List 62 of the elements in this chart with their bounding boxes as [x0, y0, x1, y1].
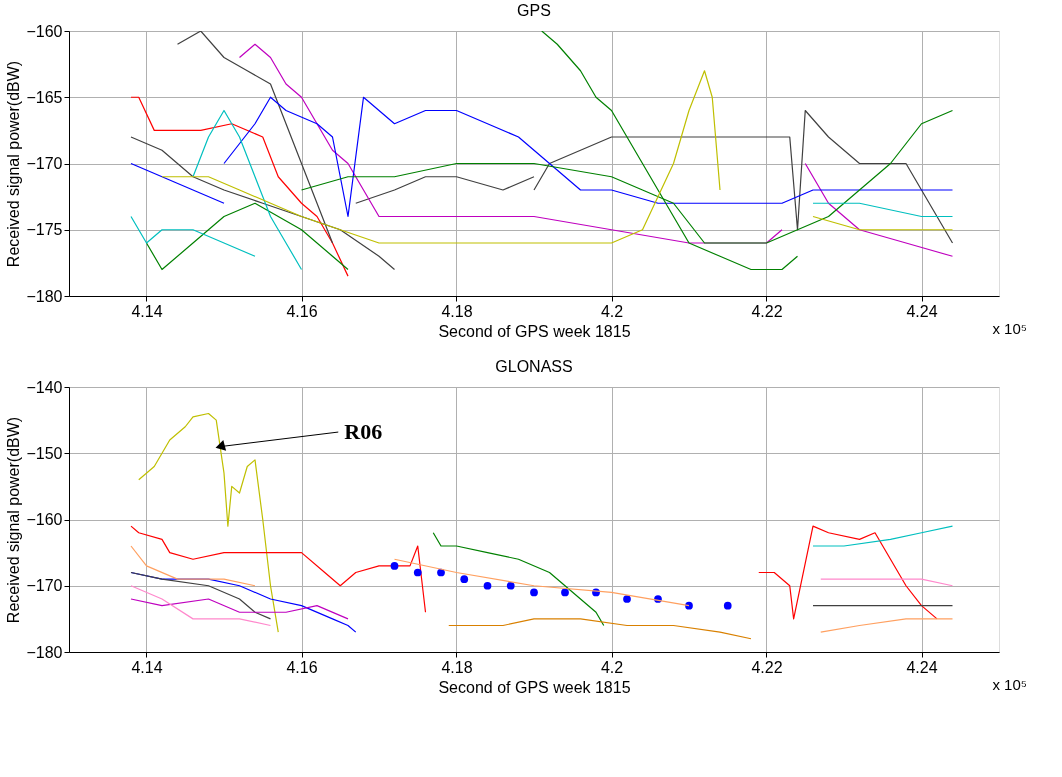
y-tick-label: −180	[26, 287, 63, 305]
point	[390, 562, 399, 570]
line-series	[130, 162, 225, 204]
line-series	[145, 202, 349, 271]
line-series	[448, 618, 752, 640]
x-tick-label: 4.14	[131, 658, 163, 676]
y-tick-label: −175	[26, 221, 63, 239]
y-tick-label: −150	[26, 444, 63, 462]
x-tick-label: 4.2	[600, 658, 624, 676]
point	[483, 581, 492, 590]
point	[723, 601, 732, 610]
x-tick-label: 4.14	[131, 302, 163, 320]
point	[530, 588, 538, 597]
y-axis-title: Received signal power(dBW)	[5, 416, 23, 624]
line-series	[130, 571, 272, 620]
y-tick-label: −140	[26, 378, 63, 396]
point	[623, 595, 631, 603]
point	[561, 588, 569, 597]
x-tick-label: 4.2	[600, 302, 624, 320]
line-series	[758, 525, 938, 620]
x-tick-label: 4.24	[906, 302, 938, 320]
point	[460, 575, 469, 583]
y-axis-title: Received signal power(dBW)	[5, 60, 23, 268]
line-series	[130, 598, 349, 620]
line-series	[176, 31, 334, 244]
text: x 10⁵	[992, 320, 1027, 337]
line-series	[223, 96, 954, 218]
line-series	[804, 162, 954, 257]
line-series	[161, 70, 721, 244]
y-tick-label: −160	[26, 22, 63, 40]
annotation: R06	[344, 419, 383, 445]
y-tick-label: −180	[26, 643, 63, 661]
text: x 10⁵	[992, 676, 1027, 693]
y-tick-label: −170	[26, 155, 63, 172]
chart-title: GLONASS	[495, 358, 573, 375]
x-axis-title: Second of GPS week 1815	[438, 678, 631, 696]
x-tick-label: 4.18	[441, 658, 473, 676]
point	[413, 568, 422, 577]
x-tick-label: 4.22	[751, 302, 783, 320]
point	[506, 581, 515, 590]
line-series	[432, 532, 605, 627]
line-series	[130, 545, 256, 587]
x-tick-label: 4.24	[906, 658, 938, 676]
line-series	[238, 43, 783, 244]
y-tick-label: −170	[26, 577, 63, 595]
x-tick-label: 4.16	[286, 302, 318, 320]
line-series	[138, 412, 279, 633]
y-tick-label: −165	[26, 88, 63, 106]
line-series	[130, 215, 256, 257]
point	[437, 568, 445, 577]
x-tick-label: 4.16	[286, 658, 318, 676]
x-axis-title: Second of GPS week 1815	[438, 322, 631, 340]
line-series	[533, 109, 954, 244]
chart-title: GPS	[517, 2, 551, 19]
line-series	[812, 525, 954, 547]
line-series	[130, 525, 427, 613]
line-series	[192, 109, 303, 271]
x-tick-label: 4.18	[441, 302, 473, 320]
line-series	[130, 96, 349, 277]
x-tick-label: 4.22	[751, 658, 783, 676]
line-series	[130, 585, 272, 627]
y-tick-label: −160	[26, 511, 63, 528]
